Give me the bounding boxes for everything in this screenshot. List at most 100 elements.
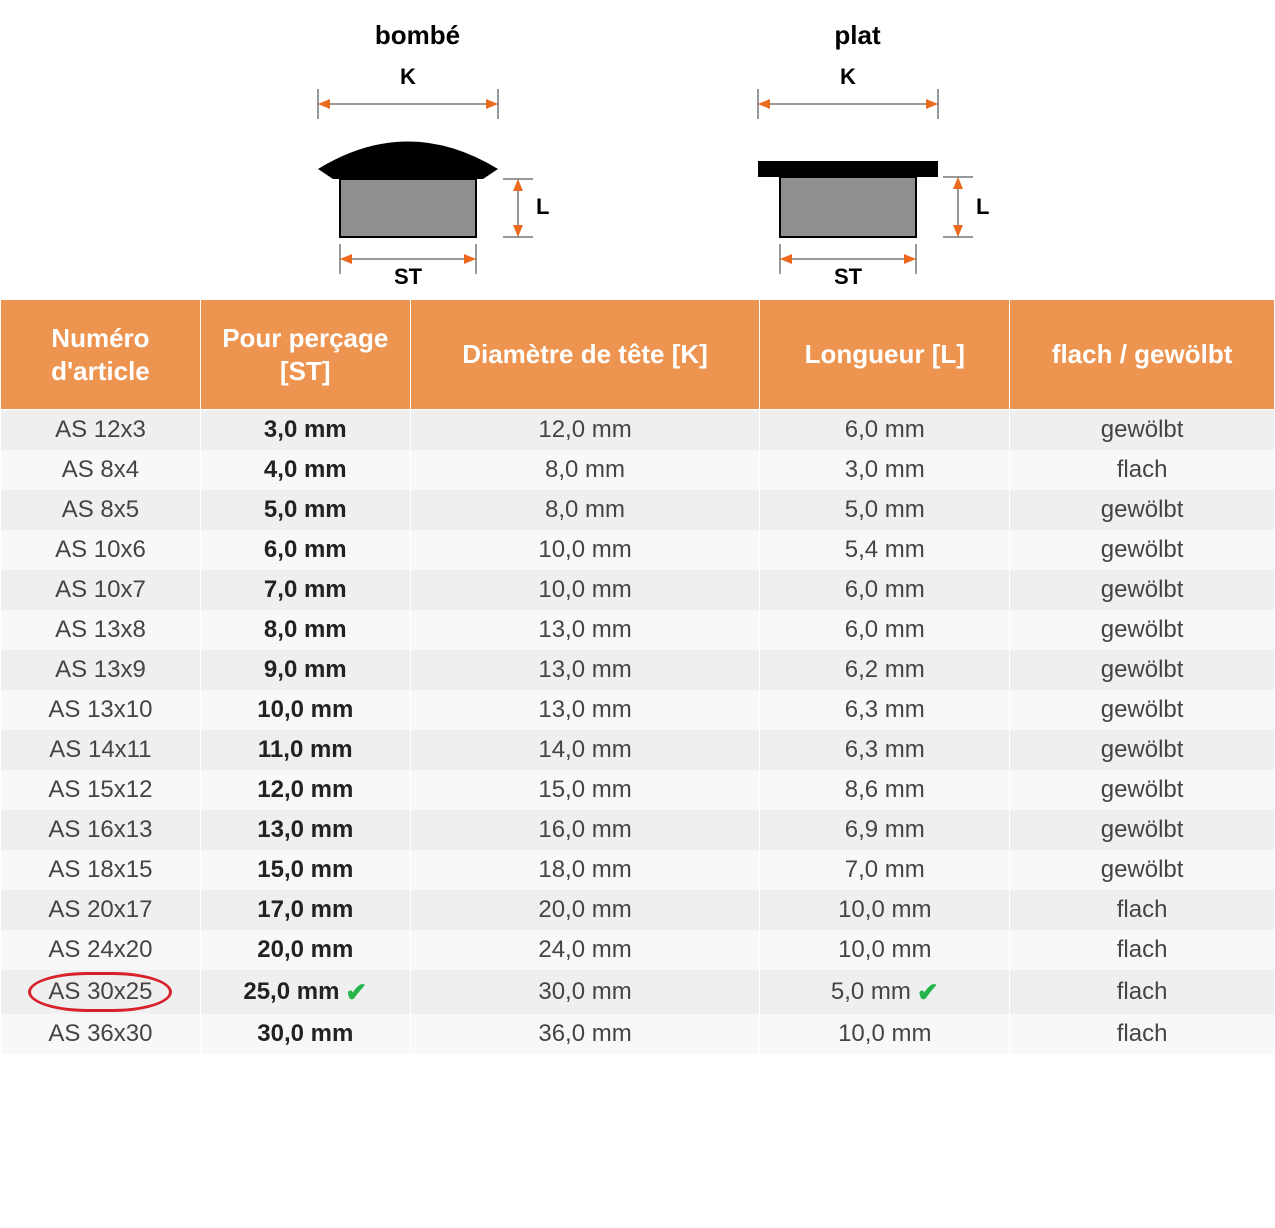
cell-k: 13,0 mm: [410, 650, 760, 690]
cell-type: gewölbt: [1010, 850, 1275, 890]
cell-l: 6,0 mm: [760, 610, 1010, 650]
cell-k: 15,0 mm: [410, 770, 760, 810]
table-row: AS 14x1111,0 mm14,0 mm6,3 mmgewölbt: [1, 730, 1275, 770]
cell-st: 17,0 mm: [200, 890, 410, 930]
cell-article: AS 10x7: [1, 570, 201, 610]
diagram-plat-svg: K L ST: [718, 59, 998, 289]
check-icon: ✔: [917, 979, 939, 1005]
cell-l: 5,0 mm: [760, 490, 1010, 530]
table-row: AS 8x55,0 mm8,0 mm5,0 mmgewölbt: [1, 490, 1275, 530]
cell-type: gewölbt: [1010, 810, 1275, 850]
cell-article: AS 12x3: [1, 410, 201, 451]
diagrams-row: bombé K L ST: [0, 0, 1275, 299]
table-row: AS 20x1717,0 mm20,0 mm10,0 mmflach: [1, 890, 1275, 930]
table-row: AS 15x1212,0 mm15,0 mm8,6 mmgewölbt: [1, 770, 1275, 810]
cell-k: 10,0 mm: [410, 530, 760, 570]
cell-article: AS 13x9: [1, 650, 201, 690]
bombe-l-label: L: [536, 194, 549, 219]
cell-l: 5,0 mm✔: [760, 970, 1010, 1014]
spec-table: Numéro d'article Pour perçage [ST] Diamè…: [0, 299, 1275, 1054]
check-icon: ✔: [345, 979, 367, 1005]
table-row: AS 18x1515,0 mm18,0 mm7,0 mmgewölbt: [1, 850, 1275, 890]
th-st: Pour perçage [ST]: [200, 300, 410, 410]
cell-type: gewölbt: [1010, 490, 1275, 530]
cell-l: 10,0 mm: [760, 930, 1010, 970]
cell-l: 6,0 mm: [760, 570, 1010, 610]
cell-k: 10,0 mm: [410, 570, 760, 610]
cell-article: AS 8x4: [1, 450, 201, 490]
cell-article: AS 20x17: [1, 890, 201, 930]
cell-k: 24,0 mm: [410, 930, 760, 970]
table-row: AS 10x66,0 mm10,0 mm5,4 mmgewölbt: [1, 530, 1275, 570]
cell-type: flach: [1010, 970, 1275, 1014]
cell-st: 10,0 mm: [200, 690, 410, 730]
cell-article: AS 14x11: [1, 730, 201, 770]
diagram-bombe-svg: K L ST: [278, 59, 558, 289]
cell-article: AS 30x25: [1, 970, 201, 1014]
cell-st: 25,0 mm✔: [200, 970, 410, 1014]
cell-l: 6,2 mm: [760, 650, 1010, 690]
cell-article: AS 8x5: [1, 490, 201, 530]
table-row: AS 8x44,0 mm8,0 mm3,0 mmflach: [1, 450, 1275, 490]
cell-article: AS 15x12: [1, 770, 201, 810]
plat-k-label: K: [840, 64, 856, 89]
cell-l: 6,3 mm: [760, 690, 1010, 730]
table-row: AS 16x1313,0 mm16,0 mm6,9 mmgewölbt: [1, 810, 1275, 850]
cell-st: 7,0 mm: [200, 570, 410, 610]
cell-k: 13,0 mm: [410, 690, 760, 730]
cell-type: flach: [1010, 1014, 1275, 1054]
cell-st: 5,0 mm: [200, 490, 410, 530]
cell-k: 8,0 mm: [410, 450, 760, 490]
cell-l: 7,0 mm: [760, 850, 1010, 890]
cell-st: 3,0 mm: [200, 410, 410, 451]
cell-article: AS 36x30: [1, 1014, 201, 1054]
cell-type: gewölbt: [1010, 650, 1275, 690]
cell-k: 20,0 mm: [410, 890, 760, 930]
cell-l: 5,4 mm: [760, 530, 1010, 570]
cell-l: 6,3 mm: [760, 730, 1010, 770]
cell-type: gewölbt: [1010, 570, 1275, 610]
cell-st: 30,0 mm: [200, 1014, 410, 1054]
bombe-k-label: K: [400, 64, 416, 89]
cell-st: 9,0 mm: [200, 650, 410, 690]
cell-k: 36,0 mm: [410, 1014, 760, 1054]
bombe-st-label: ST: [393, 264, 422, 289]
cell-type: flach: [1010, 890, 1275, 930]
cell-article: AS 13x8: [1, 610, 201, 650]
cell-st: 4,0 mm: [200, 450, 410, 490]
cell-type: gewölbt: [1010, 770, 1275, 810]
cell-st: 15,0 mm: [200, 850, 410, 890]
table-row: AS 13x1010,0 mm13,0 mm6,3 mmgewölbt: [1, 690, 1275, 730]
cell-st: 13,0 mm: [200, 810, 410, 850]
cell-st: 8,0 mm: [200, 610, 410, 650]
cell-l: 8,6 mm: [760, 770, 1010, 810]
cell-type: gewölbt: [1010, 610, 1275, 650]
cell-type: gewölbt: [1010, 530, 1275, 570]
table-row: AS 12x33,0 mm12,0 mm6,0 mmgewölbt: [1, 410, 1275, 451]
cell-st: 20,0 mm: [200, 930, 410, 970]
diagram-bombe-title: bombé: [375, 20, 460, 51]
cell-type: flach: [1010, 450, 1275, 490]
diagram-bombe: bombé K L ST: [278, 20, 558, 289]
table-row: AS 36x3030,0 mm36,0 mm10,0 mmflach: [1, 1014, 1275, 1054]
cell-type: gewölbt: [1010, 690, 1275, 730]
plat-l-label: L: [976, 194, 989, 219]
cell-k: 14,0 mm: [410, 730, 760, 770]
plat-st-label: ST: [833, 264, 862, 289]
table-body: AS 12x33,0 mm12,0 mm6,0 mmgewölbtAS 8x44…: [1, 410, 1275, 1055]
cell-type: gewölbt: [1010, 410, 1275, 451]
cell-l: 6,0 mm: [760, 410, 1010, 451]
cell-l: 6,9 mm: [760, 810, 1010, 850]
table-row: AS 13x88,0 mm13,0 mm6,0 mmgewölbt: [1, 610, 1275, 650]
cell-st: 11,0 mm: [200, 730, 410, 770]
cell-l: 10,0 mm: [760, 890, 1010, 930]
cell-k: 12,0 mm: [410, 410, 760, 451]
table-row: AS 24x2020,0 mm24,0 mm10,0 mmflach: [1, 930, 1275, 970]
th-type: flach / gewölbt: [1010, 300, 1275, 410]
th-k: Diamètre de tête [K]: [410, 300, 760, 410]
th-article: Numéro d'article: [1, 300, 201, 410]
th-l: Longueur [L]: [760, 300, 1010, 410]
cell-article: AS 24x20: [1, 930, 201, 970]
cell-st: 12,0 mm: [200, 770, 410, 810]
table-header: Numéro d'article Pour perçage [ST] Diamè…: [1, 300, 1275, 410]
